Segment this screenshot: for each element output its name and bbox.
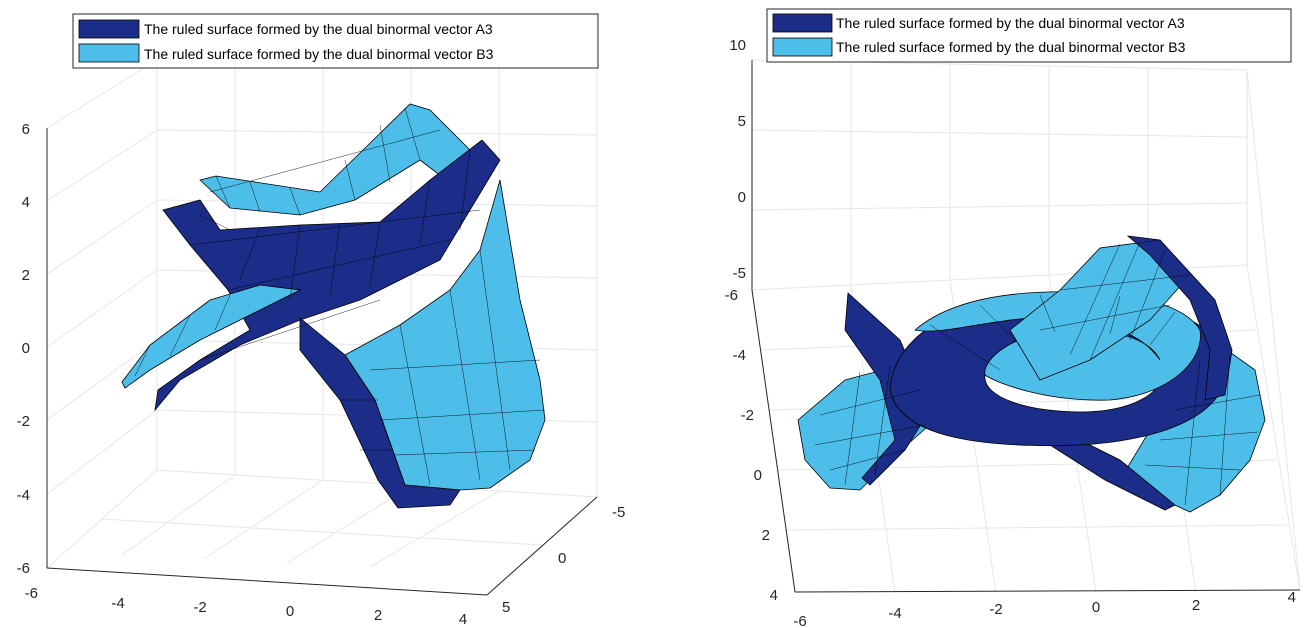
right-x-tick-label: -4 (888, 605, 901, 622)
right-y-tick-label: 2 (762, 527, 770, 544)
right-x-tick-label: 4 (1288, 589, 1296, 606)
legend-swatch-b3 (772, 37, 833, 57)
left-x-tick-label: 2 (374, 607, 382, 624)
right-x-tick-labels: -6 -4 -2 0 2 4 (793, 589, 1296, 628)
right-z-tick-label: 0 (738, 189, 746, 206)
right-axes (751, 60, 1301, 593)
legend-entry-b3: The ruled surface formed by the dual bin… (144, 46, 494, 62)
left-y-tick-label: -5 (612, 504, 625, 521)
surface-a3-front-strip (299, 317, 461, 509)
left-z-tick-label: 4 (22, 194, 30, 211)
legend-swatch-b3 (78, 43, 140, 63)
right-z-tick-label: -5 (733, 265, 746, 282)
right-x-tick-label: -2 (989, 601, 1002, 618)
left-x-tick-label: -2 (193, 599, 206, 616)
left-y-tick-label: 5 (502, 599, 510, 616)
left-z-tick-label: -4 (17, 487, 30, 504)
left-z-tick-label: 0 (22, 340, 30, 357)
left-x-tick-label: -6 (25, 585, 38, 602)
right-x-tick-label: -6 (793, 613, 806, 628)
right-y-tick-label: -4 (733, 347, 746, 364)
right-z-tick-label: 5 (738, 113, 746, 130)
left-z-tick-label: 6 (22, 121, 30, 138)
legend-swatch-a3 (78, 19, 140, 39)
left-surfaces (121, 103, 546, 509)
left-x-tick-labels: -6 -4 -2 0 2 4 (25, 585, 468, 628)
left-x-tick-label: 4 (459, 611, 467, 628)
surface-a3-main (154, 139, 501, 412)
right-legend: The ruled surface formed by the dual bin… (766, 8, 1292, 63)
surface-b3-right-fan (1119, 344, 1266, 513)
left-z-tick-label: 2 (22, 267, 30, 284)
right-3d-plot: 10 5 0 -5 -6 -4 -2 0 2 4 -6 -4 -2 0 2 4 … (725, 8, 1301, 628)
left-y-tick-label: 0 (558, 550, 566, 567)
right-y-tick-labels: -6 -4 -2 0 2 4 (725, 287, 778, 604)
right-y-tick-label: -2 (741, 407, 754, 424)
right-mesh-lines (814, 239, 1261, 506)
left-z-tick-labels: 6 4 2 0 -2 -4 -6 (17, 121, 30, 577)
surface-b3-left-wing (121, 284, 302, 389)
left-z-tick-label: -6 (17, 560, 30, 577)
right-y-tick-label: 0 (754, 467, 762, 484)
left-x-tick-label: 0 (286, 603, 294, 620)
left-legend: The ruled surface formed by the dual bin… (72, 13, 599, 69)
right-x-tick-label: 2 (1192, 597, 1200, 614)
legend-swatch-a3 (772, 13, 833, 33)
right-surfaces (797, 235, 1266, 513)
right-y-tick-label: 4 (770, 587, 778, 604)
left-axes (46, 128, 598, 596)
legend-entry-b3: The ruled surface formed by the dual bin… (836, 39, 1186, 55)
legend-entry-a3: The ruled surface formed by the dual bin… (144, 21, 493, 37)
legend-entry-a3: The ruled surface formed by the dual bin… (836, 15, 1185, 31)
right-z-tick-labels: 10 5 0 -5 (729, 37, 746, 282)
right-y-tick-label: -6 (725, 287, 738, 304)
left-z-tick-label: -2 (17, 413, 30, 430)
left-3d-plot: 6 4 2 0 -2 -4 -6 -6 -4 -2 0 2 4 -5 0 5 T… (17, 13, 625, 628)
right-z-tick-label: 10 (729, 37, 746, 54)
right-x-tick-label: 0 (1092, 599, 1100, 616)
left-x-tick-label: -4 (111, 595, 124, 612)
left-mesh-lines (134, 107, 546, 486)
left-y-tick-labels: -5 0 5 (502, 504, 625, 616)
